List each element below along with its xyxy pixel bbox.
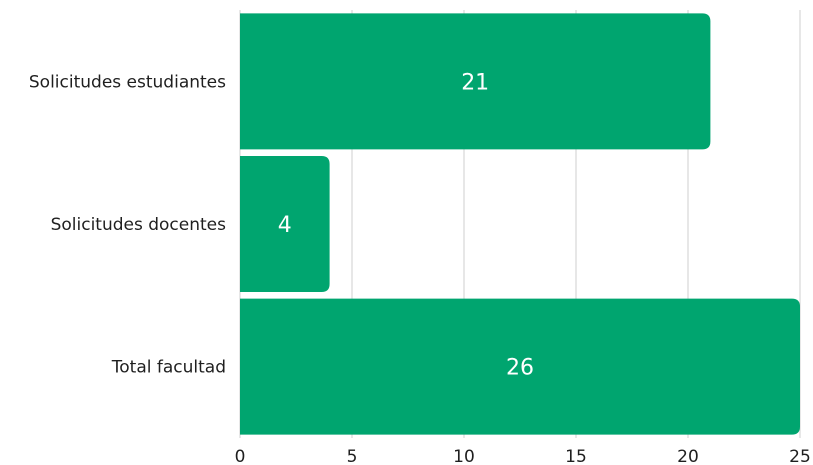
category-labels: Solicitudes estudiantes Solicitudes docen…: [29, 72, 226, 377]
category-label: Total facultad: [111, 358, 226, 378]
x-tick-label: 20: [677, 447, 699, 465]
x-tick-label: 0: [235, 447, 246, 465]
x-tick-label: 10: [453, 447, 475, 465]
bar: [240, 13, 711, 150]
x-tick-label: 25: [789, 447, 811, 465]
category-label: Solicitudes docentes: [51, 215, 227, 235]
x-tick-label: 15: [565, 447, 587, 465]
bar-value-label: 26: [506, 356, 534, 381]
x-axis-tick-labels: 0 5 10 15 20 25: [235, 447, 811, 465]
bar-value-label: 4: [278, 213, 292, 238]
x-tick-label: 5: [347, 447, 358, 465]
bar: [240, 156, 330, 292]
bar-value-label: 21: [461, 70, 489, 95]
category-label: Solicitudes estudiantes: [29, 72, 226, 92]
bars: 21 4 26: [240, 13, 800, 435]
bar: [240, 298, 800, 435]
